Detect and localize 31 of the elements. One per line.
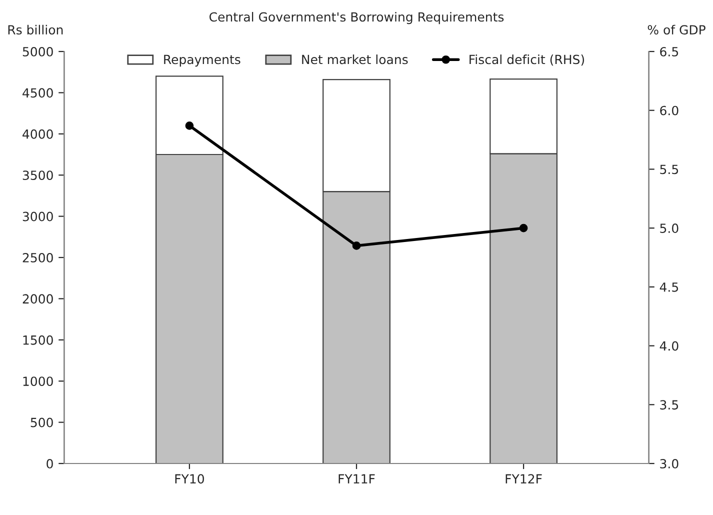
chart-title: Central Government's Borrowing Requirements — [209, 12, 504, 24]
y-tick-label: 4500 — [22, 88, 53, 98]
point — [519, 224, 528, 232]
y2-tick-label: 3.5 — [660, 400, 678, 410]
y-tick-label: 2000 — [22, 294, 53, 304]
legend-label: Net market loans — [302, 54, 408, 64]
y-tick-label: 3500 — [22, 170, 53, 180]
legend-label: Repayments — [164, 54, 240, 67]
y2-tick-label: 6.5 — [660, 46, 678, 56]
x-tick-label: FY12F — [506, 474, 542, 484]
point — [185, 121, 194, 130]
y-axis-title: Rs billion — [8, 24, 63, 35]
y-tick-label: 1500 — [23, 335, 53, 345]
point — [352, 242, 361, 250]
y2-tick-label: 5.0 — [660, 224, 678, 233]
y-tick-label: 2500 — [22, 252, 53, 262]
y2-tick-label: 3.0 — [660, 458, 678, 468]
y-tick-label: 4000 — [22, 129, 53, 139]
y2-axis-title: % of GDP — [648, 24, 706, 35]
y-tick-label: 3000 — [22, 212, 53, 222]
x-tick-label: FY11F — [338, 474, 375, 484]
y2-tick-label: 5.5 — [660, 164, 678, 174]
y2-tick-label: 4.5 — [660, 282, 678, 292]
y2-tick-label: 4.0 — [660, 341, 678, 351]
y2-tick-label: 6.0 — [660, 106, 678, 116]
x-tick-label: FY10 — [175, 474, 204, 484]
legend-label: Fiscal deficit (RHS) — [470, 54, 584, 66]
y-tick-label: 500 — [30, 418, 53, 428]
y-tick-label: 0 — [46, 458, 53, 468]
y-tick-label: 1000 — [23, 376, 53, 386]
y-tick-label: 5000 — [22, 46, 53, 56]
